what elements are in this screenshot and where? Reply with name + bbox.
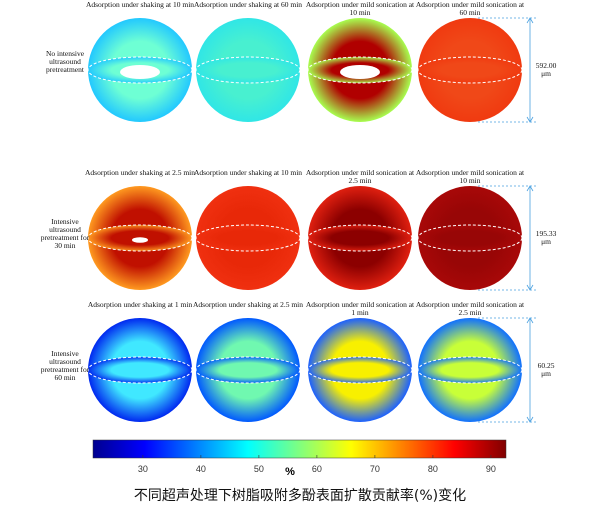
panel-title: Adsorption under mild sonication at 10 m… [415,168,525,185]
arrow-head [526,185,534,291]
dimension-label: 60.25 μm [532,362,560,378]
colorbar-tick-label: 80 [428,464,438,474]
colorbar-tick-label: 70 [370,464,380,474]
equator-band [196,225,300,251]
equator-band [196,57,300,83]
equator-band [88,357,192,383]
dimension-label: 592.00 μm [532,62,560,78]
equator-band [196,357,300,383]
core [340,65,380,79]
equator-line [195,356,301,384]
equator-band [418,57,522,83]
equator-line [87,224,193,252]
equator-line [195,56,301,84]
panel-title: Adsorption under mild sonication at 60 m… [415,0,525,17]
equator-line [417,56,523,84]
equator-line [307,224,413,252]
panel-title: Adsorption under shaking at 2.5 min [193,300,303,309]
row-label: Intensive ultrasound pretreatment for 60… [40,349,90,382]
panel-title: Adsorption under shaking at 2.5 min [85,168,195,177]
dimension-label: 195.33 μm [532,230,560,246]
equator-band [418,357,522,383]
caption: 不同超声处理下树脂吸附多酚表面扩散贡献率(%)变化 [134,487,466,504]
colorbar-label: % [285,466,295,478]
equator-band [418,225,522,251]
equator-line [87,56,193,84]
colorbar-tick-label: 40 [196,464,206,474]
panel-title: Adsorption under shaking at 60 min [193,0,303,9]
panel-title: Adsorption under shaking at 10 min [85,0,195,9]
core [120,65,160,79]
equator-line [417,356,523,384]
panel-title: Adsorption under mild sonication at 2.5 … [415,300,525,317]
equator-band [308,225,412,251]
equator-band [308,357,412,383]
equator-line [87,356,193,384]
panel-title: Adsorption under mild sonication at 2.5 … [305,168,415,185]
equator-line [195,224,301,252]
equator-line [307,56,413,84]
colorbar-tick-label: 30 [138,464,148,474]
panel-title: Adsorption under mild sonication at 1 mi… [305,300,415,317]
row-label: Intensive ultrasound pretreatment for 30… [40,217,90,250]
colorbar-tick-label: 90 [486,464,496,474]
colorbar-tick-label: 60 [312,464,322,474]
arrow-head [526,17,534,123]
row-label: No intensive ultrasound pretreatment [45,49,85,74]
equator-line [417,224,523,252]
panel-title: Adsorption under mild sonication at 10 m… [305,0,415,17]
colorbar [92,439,507,459]
equator-line [307,356,413,384]
panel-title: Adsorption under shaking at 1 min [87,300,193,309]
panel-title: Adsorption under shaking at 10 min [193,168,303,177]
colorbar-tick-label: 50 [254,464,264,474]
arrow-head [526,317,534,423]
core [132,237,148,243]
